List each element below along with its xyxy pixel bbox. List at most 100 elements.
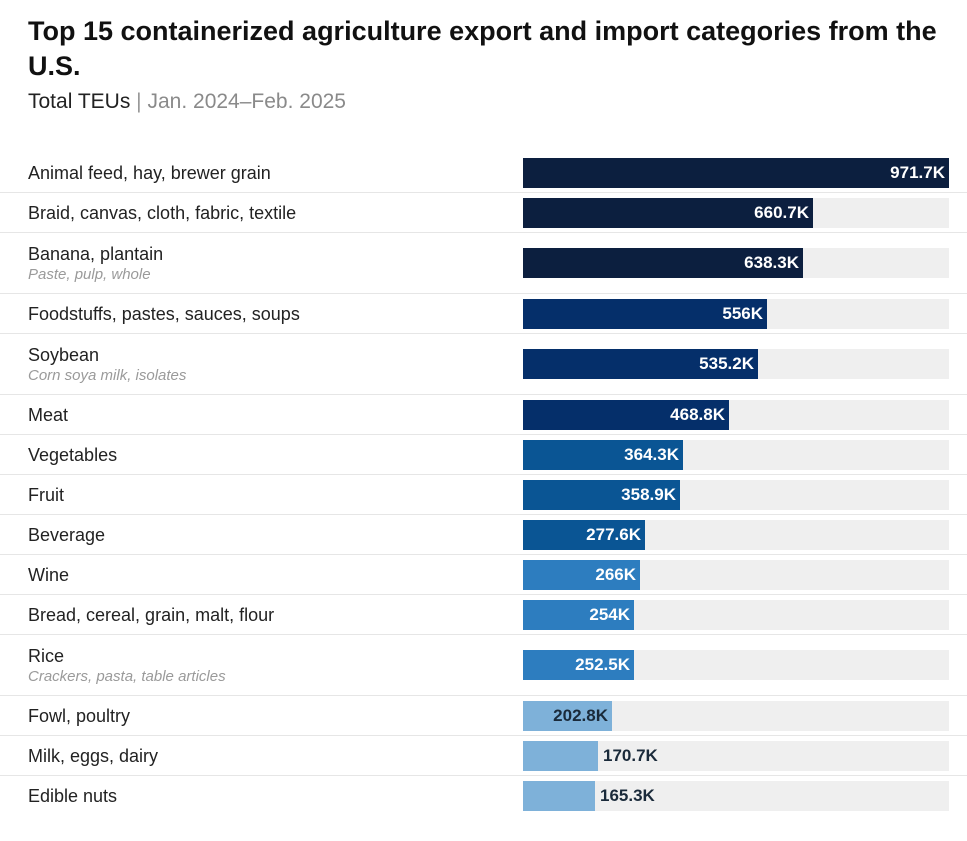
bar-row: Fowl, poultry 202.8K — [0, 696, 967, 736]
bar-track: 971.7K — [523, 157, 949, 188]
category-label-block: Beverage — [28, 515, 508, 554]
value-label: 277.6K — [586, 524, 641, 544]
bar-row: Beverage 277.6K — [0, 515, 967, 555]
subtitle-separator: | — [136, 90, 142, 113]
bar-row: Bread, cereal, grain, malt, flour 254K — [0, 595, 967, 635]
category-label: Wine — [28, 564, 70, 585]
category-label: Animal feed, hay, brewer grain — [28, 162, 271, 183]
bar-row: Edible nuts 165.3K — [0, 776, 967, 816]
bar-track: 202.8K — [523, 700, 949, 731]
category-label-block: Soybean Corn soya milk, isolates — [28, 334, 508, 394]
bar-row: Rice Crackers, pasta, table articles 252.5… — [0, 635, 967, 696]
bar-track: 660.7K — [523, 197, 949, 228]
category-label: Banana, plantain — [28, 243, 164, 264]
category-label: Vegetables — [28, 444, 118, 465]
category-label: Fruit — [28, 484, 64, 505]
category-label-block: Animal feed, hay, brewer grain — [28, 153, 508, 192]
value-label: 556K — [722, 303, 763, 323]
category-label-block: Foodstuffs, pastes, sauces, soups — [28, 294, 508, 333]
bar-track: 638.3K — [523, 248, 949, 278]
bar-track: 254K — [523, 599, 949, 630]
category-label: Soybean — [28, 344, 100, 365]
subtitle-period: Jan. 2024–Feb. 2025 — [147, 90, 346, 113]
bar-track: 556K — [523, 298, 949, 329]
bar-row: Animal feed, hay, brewer grain 971.7K — [0, 153, 967, 193]
value-label: 202.8K — [553, 705, 608, 725]
bar-row: Meat 468.8K — [0, 395, 967, 435]
bar — [523, 439, 683, 470]
bar — [523, 349, 758, 379]
category-label-block: Fowl, poultry — [28, 696, 508, 735]
bar-row: Fruit 358.9K — [0, 475, 967, 515]
category-label: Milk, eggs, dairy — [28, 745, 159, 766]
value-label: 638.3K — [744, 253, 799, 272]
category-sublabel: Paste, pulp, whole — [28, 265, 151, 283]
value-label: 165.3K — [600, 786, 655, 805]
bar-row: Braid, canvas, cloth, fabric, textile 660… — [0, 193, 967, 233]
value-label: 364.3K — [624, 444, 679, 464]
chart-title: Top 15 containerized agriculture export … — [28, 16, 937, 81]
bar-row: Banana, plantain Paste, pulp, whole 638.3K — [0, 233, 967, 294]
bar — [523, 248, 803, 278]
bar-track: 165.3K — [523, 781, 949, 811]
category-label-block: Milk, eggs, dairy — [28, 736, 508, 775]
category-label-block: Vegetables — [28, 435, 508, 474]
bar — [523, 519, 645, 550]
value-label: 358.9K — [621, 484, 676, 504]
bar — [523, 700, 612, 731]
value-label: 266K — [595, 564, 636, 584]
bar-track: 364.3K — [523, 439, 949, 470]
value-label: 254K — [589, 604, 630, 624]
bar — [523, 740, 598, 771]
bar-track: 358.9K — [523, 479, 949, 510]
value-label: 971.7K — [890, 162, 945, 182]
bar-row: Milk, eggs, dairy 170.7K — [0, 736, 967, 776]
subtitle-metric: Total TEUs — [28, 90, 131, 113]
category-label: Fowl, poultry — [28, 705, 131, 726]
bar-row: Vegetables 364.3K — [0, 435, 967, 475]
category-label: Edible nuts — [28, 786, 118, 806]
bar-rows: Animal feed, hay, brewer grain 971.7K Brai… — [0, 153, 967, 816]
bar — [523, 298, 767, 329]
value-label: 535.2K — [699, 354, 754, 373]
bar-track: 277.6K — [523, 519, 949, 550]
category-label: Beverage — [28, 524, 106, 545]
category-label-block: Braid, canvas, cloth, fabric, textile — [28, 193, 508, 232]
bar — [523, 650, 634, 680]
bar — [523, 599, 634, 630]
value-label: 252.5K — [575, 655, 630, 674]
category-label-block: Meat — [28, 395, 508, 434]
bar-track: 266K — [523, 559, 949, 590]
bar — [523, 197, 813, 228]
category-sublabel: Corn soya milk, isolates — [28, 366, 187, 384]
bar-track: 468.8K — [523, 399, 949, 430]
bar-track: 535.2K — [523, 349, 949, 379]
bar-track: 170.7K — [523, 740, 949, 771]
value-label: 170.7K — [603, 745, 658, 765]
value-label: 660.7K — [754, 202, 809, 222]
bar — [523, 781, 595, 811]
bar — [523, 479, 680, 510]
category-label: Bread, cereal, grain, malt, flour — [28, 604, 275, 625]
category-label: Foodstuffs, pastes, sauces, soups — [28, 303, 300, 324]
category-sublabel: Crackers, pasta, table articles — [28, 667, 226, 685]
bar-row: Foodstuffs, pastes, sauces, soups 556K — [0, 294, 967, 334]
category-label-block: Fruit — [28, 475, 508, 514]
category-label: Rice — [28, 645, 65, 666]
chart-subtitle: Total TEUs | Jan. 2024–Feb. 2025 — [28, 88, 346, 116]
category-label-block: Bread, cereal, grain, malt, flour — [28, 595, 508, 634]
bar-row: Soybean Corn soya milk, isolates 535.2K — [0, 334, 967, 395]
value-label: 468.8K — [670, 404, 725, 424]
category-label: Meat — [28, 404, 69, 425]
category-label-block: Rice Crackers, pasta, table articles — [28, 635, 508, 695]
bar — [523, 157, 949, 188]
category-label: Braid, canvas, cloth, fabric, textile — [28, 202, 297, 223]
bar-track: 252.5K — [523, 650, 949, 680]
category-label-block: Banana, plantain Paste, pulp, whole — [28, 233, 508, 293]
bar — [523, 399, 729, 430]
category-label-block: Edible nuts — [28, 776, 508, 816]
bar-row: Wine 266K — [0, 555, 967, 595]
bar — [523, 559, 640, 590]
category-label-block: Wine — [28, 555, 508, 594]
